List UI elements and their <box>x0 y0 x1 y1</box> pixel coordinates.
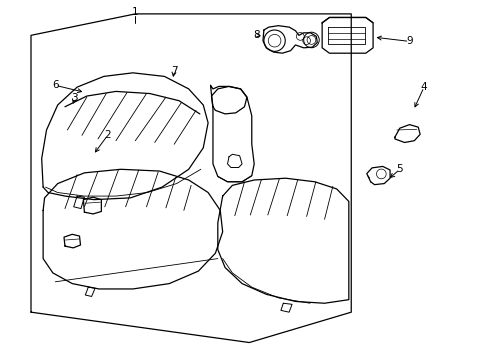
Text: 9: 9 <box>406 36 412 46</box>
Text: 6: 6 <box>52 80 59 90</box>
Text: 2: 2 <box>104 130 111 140</box>
Text: 4: 4 <box>420 82 427 92</box>
Text: 8: 8 <box>253 30 260 40</box>
Text: 7: 7 <box>170 66 177 76</box>
Text: 1: 1 <box>132 7 139 17</box>
Text: 3: 3 <box>71 93 78 103</box>
Text: 5: 5 <box>396 164 402 174</box>
